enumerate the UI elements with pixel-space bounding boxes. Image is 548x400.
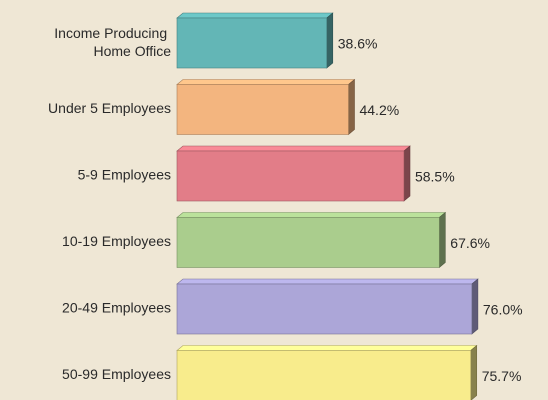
bar-top-face — [176, 278, 479, 285]
bar-top-face — [176, 345, 478, 351]
bar-top-face — [176, 12, 334, 19]
bar-top-face — [176, 79, 356, 85]
bar — [176, 217, 440, 268]
bar — [176, 150, 405, 202]
bar-side-face — [326, 12, 334, 69]
bar-top-face — [176, 212, 447, 218]
value-label: 44.2% — [359, 102, 399, 118]
bar — [176, 283, 473, 335]
value-label: 58.5% — [415, 169, 455, 185]
category-label: 5-9 Employees — [78, 167, 171, 183]
bar-side-face — [348, 78, 355, 136]
category-label: Income Producing Home Office — [54, 25, 171, 59]
category-label-line: Home Office — [93, 43, 171, 59]
bar-side-face — [403, 145, 411, 202]
category-label: 50-99 Employees — [62, 366, 171, 382]
bar-side-face — [438, 211, 446, 269]
value-label: 76.0% — [483, 302, 523, 318]
category-label-line: Income Producing — [54, 25, 171, 41]
bar — [176, 84, 349, 135]
category-label: 20-49 Employees — [62, 300, 171, 316]
value-label: 75.7% — [482, 368, 522, 384]
bar-top-face — [176, 145, 411, 152]
value-label: 67.6% — [450, 235, 490, 251]
bar-side-face — [470, 344, 478, 400]
category-label: 10-19 Employees — [62, 233, 171, 249]
bar-side-face — [471, 278, 479, 335]
bar — [176, 350, 472, 400]
value-label: 38.6% — [338, 36, 378, 52]
bar — [176, 17, 328, 69]
category-label: Under 5 Employees — [48, 100, 171, 116]
